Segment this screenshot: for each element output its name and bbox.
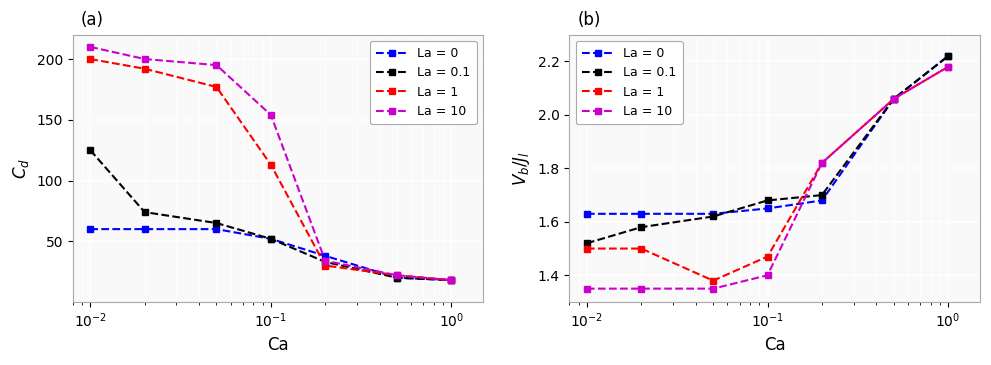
La = 0.1 xyxy=(210,221,222,225)
La = 1 xyxy=(319,264,331,268)
La = 1 xyxy=(446,278,458,283)
La = 0 xyxy=(635,212,647,216)
La = 10 xyxy=(265,113,276,117)
La = 0 xyxy=(708,212,719,216)
La = 0.1 xyxy=(84,148,96,152)
Legend: La = 0, La = 0.1, La = 1, La = 10: La = 0, La = 0.1, La = 1, La = 10 xyxy=(576,41,683,124)
La = 10 xyxy=(319,258,331,263)
Text: (b): (b) xyxy=(578,11,601,30)
La = 0 xyxy=(391,276,403,280)
Line: La = 10: La = 10 xyxy=(584,64,951,292)
La = 1 xyxy=(761,254,773,259)
Line: La = 0: La = 0 xyxy=(87,226,455,284)
Line: La = 10: La = 10 xyxy=(87,43,455,284)
La = 0 xyxy=(816,198,827,203)
La = 0 xyxy=(210,227,222,231)
La = 10 xyxy=(139,57,151,61)
La = 1 xyxy=(391,273,403,277)
La = 1 xyxy=(942,65,954,69)
La = 10 xyxy=(391,273,403,277)
La = 10 xyxy=(888,97,900,101)
Y-axis label: $V_b/J_l$: $V_b/J_l$ xyxy=(511,151,532,186)
La = 10 xyxy=(761,273,773,277)
La = 0.1 xyxy=(761,198,773,203)
La = 1 xyxy=(84,57,96,61)
La = 1 xyxy=(210,85,222,89)
La = 1 xyxy=(816,161,827,165)
La = 1 xyxy=(708,278,719,283)
La = 0.1 xyxy=(708,214,719,219)
La = 10 xyxy=(942,65,954,69)
La = 10 xyxy=(581,287,593,291)
La = 0.1 xyxy=(816,193,827,197)
La = 10 xyxy=(446,278,458,283)
La = 0 xyxy=(942,54,954,58)
La = 0 xyxy=(888,97,900,101)
La = 10 xyxy=(84,45,96,49)
La = 10 xyxy=(816,161,827,165)
La = 0 xyxy=(581,212,593,216)
La = 1 xyxy=(581,246,593,251)
X-axis label: Ca: Ca xyxy=(268,336,288,354)
La = 1 xyxy=(888,97,900,101)
Y-axis label: $C_d$: $C_d$ xyxy=(11,158,31,179)
La = 0.1 xyxy=(446,278,458,283)
La = 0.1 xyxy=(319,260,331,264)
Line: La = 0: La = 0 xyxy=(584,53,951,217)
La = 10 xyxy=(635,287,647,291)
Line: La = 0.1: La = 0.1 xyxy=(584,53,951,247)
Text: (a): (a) xyxy=(81,11,104,30)
La = 0 xyxy=(446,278,458,283)
La = 0.1 xyxy=(391,276,403,280)
La = 0.1 xyxy=(581,241,593,245)
La = 0.1 xyxy=(635,225,647,229)
La = 10 xyxy=(210,63,222,67)
La = 0 xyxy=(319,254,331,258)
La = 10 xyxy=(708,287,719,291)
X-axis label: Ca: Ca xyxy=(764,336,786,354)
La = 0.1 xyxy=(888,97,900,101)
La = 0 xyxy=(761,206,773,211)
Line: La = 1: La = 1 xyxy=(87,55,455,284)
La = 0.1 xyxy=(265,237,276,241)
Line: La = 0.1: La = 0.1 xyxy=(87,147,455,284)
La = 0 xyxy=(84,227,96,231)
La = 0 xyxy=(265,237,276,241)
Line: La = 1: La = 1 xyxy=(584,64,951,284)
La = 0.1 xyxy=(139,210,151,214)
La = 1 xyxy=(265,162,276,167)
Legend: La = 0, La = 0.1, La = 1, La = 10: La = 0, La = 0.1, La = 1, La = 10 xyxy=(370,41,477,124)
La = 0.1 xyxy=(942,54,954,58)
La = 1 xyxy=(139,66,151,71)
La = 1 xyxy=(635,246,647,251)
La = 0 xyxy=(139,227,151,231)
